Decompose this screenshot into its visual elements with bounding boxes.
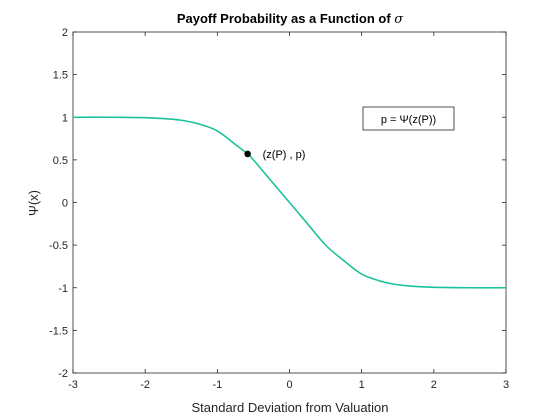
y-tick-label-4: 0 [62, 198, 68, 210]
x-axis-label: Standard Deviation from Valuation [191, 400, 388, 415]
x-tick-label-0: -3 [68, 379, 78, 391]
data-point [244, 150, 251, 158]
y-tick-label-5: -0.5 [49, 240, 68, 252]
legend-box [362, 106, 455, 131]
x-tick-label-4: 1 [359, 379, 365, 391]
axis-ticks [72, 31, 507, 374]
series-line [72, 116, 507, 289]
x-tick-label-3: 0 [286, 379, 292, 391]
legend-text: p = Ψ(z(P)) [381, 114, 436, 126]
tick-labels: -3 -2 -1 0 1 2 321.510.50-0.5-1-1.5-2 [49, 27, 509, 391]
y-tick-label-3: 0.5 [53, 155, 68, 167]
y-tick-label-6: -1 [58, 283, 68, 295]
chart-title-symbol: σ [394, 12, 404, 27]
y-tick-label-7: -1.5 [49, 325, 68, 337]
x-tick-label-2: -1 [212, 379, 222, 391]
chart-title: Payoff Probability as a Function of σ [177, 11, 404, 27]
point-annotation: (z(P) , p) [263, 149, 306, 161]
y-tick-label-2: 1 [62, 112, 68, 124]
x-tick-label-6: 3 [503, 379, 509, 391]
y-tick-label-0: 2 [62, 27, 68, 39]
x-tick-label-5: 2 [431, 379, 437, 391]
y-tick-label-8: -2 [58, 368, 68, 380]
chart-title-text: Payoff Probability as a Function of [177, 11, 394, 26]
y-axis-label: Ψ(x) [26, 190, 41, 216]
y-tick-label-1: 1.5 [53, 70, 68, 82]
x-tick-label-1: -2 [140, 379, 150, 391]
